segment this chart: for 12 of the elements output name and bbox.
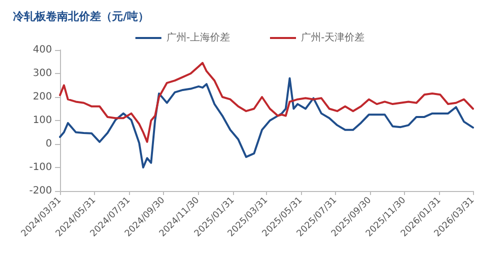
legend-label: 广州-天津价差 <box>301 32 365 44</box>
y-tick-label: -200 <box>29 186 52 196</box>
y-tick-label: 200 <box>32 92 52 102</box>
y-tick-label: 0 <box>46 138 52 150</box>
y-tick-label: 300 <box>32 68 52 79</box>
legend-label: 广州-上海价差 <box>166 32 230 44</box>
line-series <box>59 77 474 168</box>
y-tick-label: 100 <box>32 115 52 126</box>
line-series <box>59 62 474 143</box>
y-tick-label: -100 <box>29 162 52 173</box>
y-tick-label: 400 <box>32 44 52 56</box>
chart-title: 冷轧板卷南北价差（元/吨） <box>13 10 150 23</box>
